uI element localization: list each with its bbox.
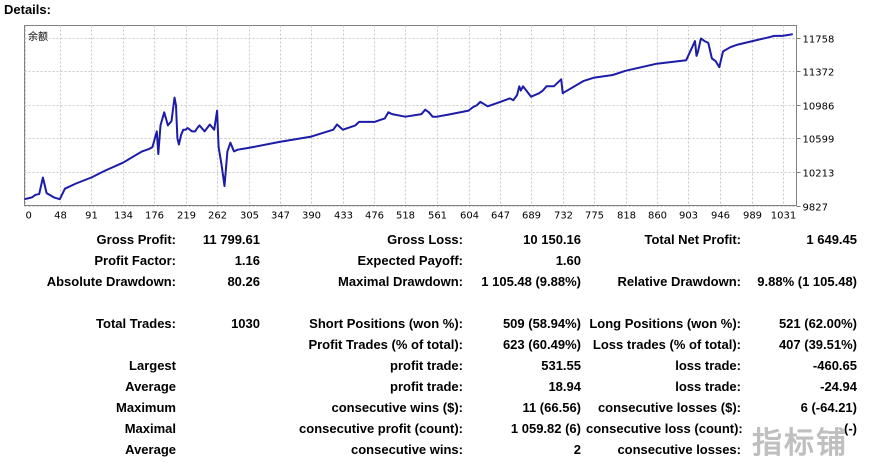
x-tick-label: 647 [491,211,510,222]
gross-profit-label: Gross Profit: [96,232,176,247]
x-tick-label: 946 [711,211,730,222]
relative-drawdown-label: Relative Drawdown: [617,274,741,289]
average-consecutive-wins-label: consecutive wins: [351,442,463,457]
expected-payoff-label: Expected Payoff: [357,253,463,268]
average-label: Average [125,379,176,394]
short-positions-value: 509 (58.94%) [502,316,581,331]
loss-trades-value: 407 (39.51%) [778,337,857,352]
maximal-profit-value: 1 059.82 (6) [510,421,581,436]
average-consecutive-label: Average [125,442,176,457]
average-loss-value: -24.94 [820,379,857,394]
maximal-label: Maximal [124,421,176,436]
profit-factor-value: 1.16 [234,253,260,268]
total-trades-label: Total Trades: [96,316,176,331]
maximum-losses-value: 6 (-64.21) [800,400,857,415]
y-tick-label: 9827 [803,203,828,214]
largest-profit-label: profit trade: [390,358,463,373]
balance-line [24,33,793,201]
x-tick-label: 390 [302,211,321,222]
maximum-wins-label: consecutive wins ($): [331,400,463,415]
chart-legend-label: 余额 [28,30,48,43]
x-tick-label: 775 [585,211,604,222]
long-positions-label: Long Positions (won %): [589,316,741,331]
x-tick-label: 305 [240,211,259,222]
x-tick-label: 903 [679,211,698,222]
x-tick-label: 818 [617,211,636,222]
x-tick-label: 989 [743,211,762,222]
largest-label: Largest [129,358,176,373]
expected-payoff-value: 1.60 [555,253,581,268]
balance-chart: 9827 10213 10599 10986 11372 11758 0 48 91 134 17… [24,25,835,222]
x-tick-label: 476 [365,211,384,222]
x-tick-label: 433 [334,211,353,222]
short-positions-label: Short Positions (won %): [309,316,463,331]
x-tick-label: 0 [26,211,32,222]
average-loss-label: loss trade: [675,379,741,394]
profit-factor-label: Profit Factor: [94,253,176,268]
maximum-losses-label: consecutive losses ($): [597,400,741,415]
y-tick-label: 10599 [803,135,835,146]
profit-trades-label: Profit Trades (% of total): [308,337,463,352]
x-tick-label: 518 [396,211,415,222]
details-title: Details: [4,2,51,17]
maximal-loss-label: consecutive loss (count): [586,421,743,436]
absolute-drawdown-value: 80.26 [227,274,260,289]
maximal-drawdown-value: 1 105.48 (9.88%) [481,274,581,289]
average-profit-label: profit trade: [390,379,463,394]
gross-loss-label: Gross Loss: [387,232,463,247]
largest-loss-label: loss trade: [675,358,741,373]
loss-trades-label: Loss trades (% of total): [592,337,741,352]
x-tick-label: 48 [54,211,67,222]
gross-loss-value: 10 150.16 [523,232,581,247]
x-tick-label: 689 [522,211,541,222]
y-tick-label: 10213 [803,169,835,180]
x-tick-label: 219 [177,211,196,222]
x-tick-label: 561 [428,211,447,222]
x-tick-label: 262 [208,211,227,222]
total-net-profit-label: Total Net Profit: [644,232,741,247]
maximal-profit-label: consecutive profit (count): [299,421,463,436]
total-net-profit-value: 1 649.45 [806,232,857,247]
average-consecutive-losses-label: consecutive losses: [617,442,741,457]
largest-profit-value: 531.55 [541,358,581,373]
x-tick-label: 347 [271,211,290,222]
profit-trades-value: 623 (60.49%) [502,337,581,352]
gross-profit-value: 11 799.61 [202,232,260,247]
maximum-wins-value: 11 (66.56) [522,400,581,415]
average-consecutive-wins-value: 2 [573,442,581,457]
x-tick-label: 176 [145,211,164,222]
x-tick-label: 604 [460,211,479,222]
long-positions-value: 521 (62.00%) [778,316,857,331]
x-tick-label: 134 [114,211,133,222]
maximum-label: Maximum [116,400,176,415]
largest-loss-value: -460.65 [812,358,857,373]
total-trades-value: 1030 [231,316,260,331]
x-tick-label: 91 [85,211,98,222]
x-tick-label: 860 [648,211,667,222]
x-tick-label: 732 [554,211,573,222]
maximal-loss-value: -(-) [839,421,857,436]
maximal-drawdown-label: Maximal Drawdown: [338,274,463,289]
y-tick-label: 10986 [803,102,835,113]
watermark-logo: 指标铺 [752,426,848,461]
y-tick-label: 11758 [803,35,835,46]
relative-drawdown-value: 9.88% (1 105.48) [757,274,857,289]
y-tick-label: 11372 [803,68,835,79]
x-tick-label: 1031 [771,211,796,222]
absolute-drawdown-label: Absolute Drawdown: [46,274,176,289]
average-profit-value: 18.94 [548,379,581,394]
